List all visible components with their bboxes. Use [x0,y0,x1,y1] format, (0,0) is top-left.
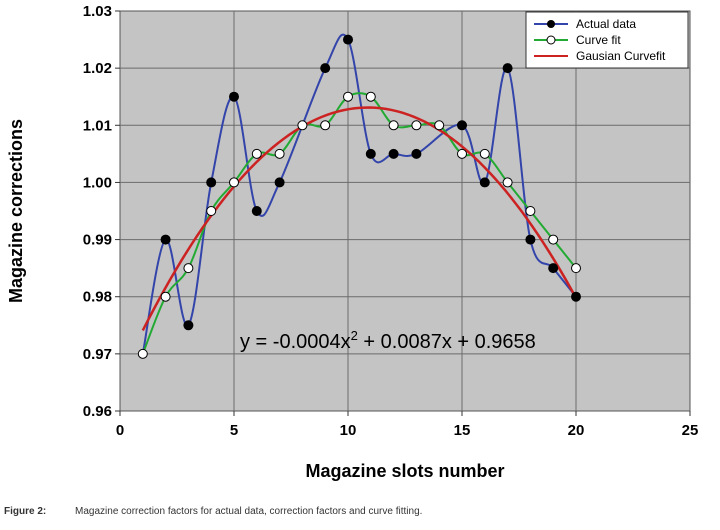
y-tick-label: 0.98 [83,289,112,306]
figure-caption: Figure 2: Magazine correction factors fo… [4,506,422,517]
legend-entry: Actual data [576,17,636,31]
actual-data-point [479,177,490,188]
curve-fit-point [479,148,490,159]
actual-data-point [571,291,581,302]
y-tick-label: 0.96 [83,403,112,420]
curve-fit-point [411,120,422,131]
actual-data-point [160,234,171,245]
legend-entry: Gausian Curvefit [576,49,666,63]
caption-label: Figure 2: [4,506,47,517]
x-tick-label: 0 [116,422,124,439]
curve-fit-point [229,177,239,188]
actual-data-point [320,63,331,74]
curve-fit-point [388,120,399,131]
y-tick-label: 1.01 [83,117,112,134]
equation-suffix: + 0.0087x + 0.9658 [358,331,536,353]
y-tick-label: 0.97 [83,346,112,363]
y-tick-label: 1.02 [83,60,112,77]
caption-text: Magazine correction factors for actual d… [75,506,423,517]
actual-data-point [411,148,422,159]
gridlines [120,11,690,411]
actual-data-point [548,263,559,274]
legend-entry: Curve fit [576,33,621,47]
actual-data-point [343,34,353,45]
legend-marker [546,35,556,45]
actual-data-point [183,320,194,331]
x-tick-label: 25 [682,422,699,439]
x-tick-label: 15 [454,422,471,439]
actual-data-point [388,148,399,159]
curve-fit-point [251,148,262,159]
actual-data-point [274,177,285,188]
curve-fit-point [571,263,581,274]
y-tick-label: 1.00 [83,174,112,191]
fit-equation: y = -0.0004x2 + 0.0087x + 0.9658 [240,328,536,353]
actual-data-point [251,206,262,216]
curve-fit-point [320,120,331,131]
x-tick-label: 5 [230,422,238,439]
curve-fit-point [160,291,171,302]
curve-fit-point [365,91,376,102]
legend: Actual data Curve fit Gausian Curvefit [525,11,689,69]
curve-fit-point [137,348,148,359]
x-tick-label: 10 [340,422,357,439]
curve-fit-point [434,120,445,131]
actual-data-point [457,120,467,131]
curve-fit-point [343,91,353,102]
actual-data-point [525,234,536,245]
x-tick-label: 20 [568,422,585,439]
curve-fit-point [548,234,559,245]
legend-marker [547,20,555,28]
y-axis-title: Magazine corrections [6,119,26,303]
actual-data-point [502,63,513,74]
actual-data-point [229,91,239,102]
curve-fit-point [525,206,536,216]
curve-fit-point [206,206,217,216]
curve-fit-point [297,120,308,131]
equation-prefix: y = -0.0004x [240,331,351,353]
curve-fit-point [502,177,513,188]
data-markers [137,34,581,359]
curve-fit-point [457,148,467,159]
equation-exponent: 2 [351,328,358,343]
actual-data-point [365,148,376,159]
curve-fit-point [183,263,194,274]
x-axis-title: Magazine slots number [305,461,504,481]
y-tick-label: 0.99 [83,232,112,249]
chart: 0 5 10 15 20 25 0.96 0.97 0.98 0.99 1.00 1.01 1.02 1.… [6,3,699,481]
curve-fit-point [274,148,285,159]
y-tick-label: 1.03 [83,3,112,20]
actual-data-point [206,177,217,188]
axis-ticks: 0 5 10 15 20 25 0.96 0.97 0.98 0.99 1.00 1.01 1.02 1.… [83,3,699,439]
